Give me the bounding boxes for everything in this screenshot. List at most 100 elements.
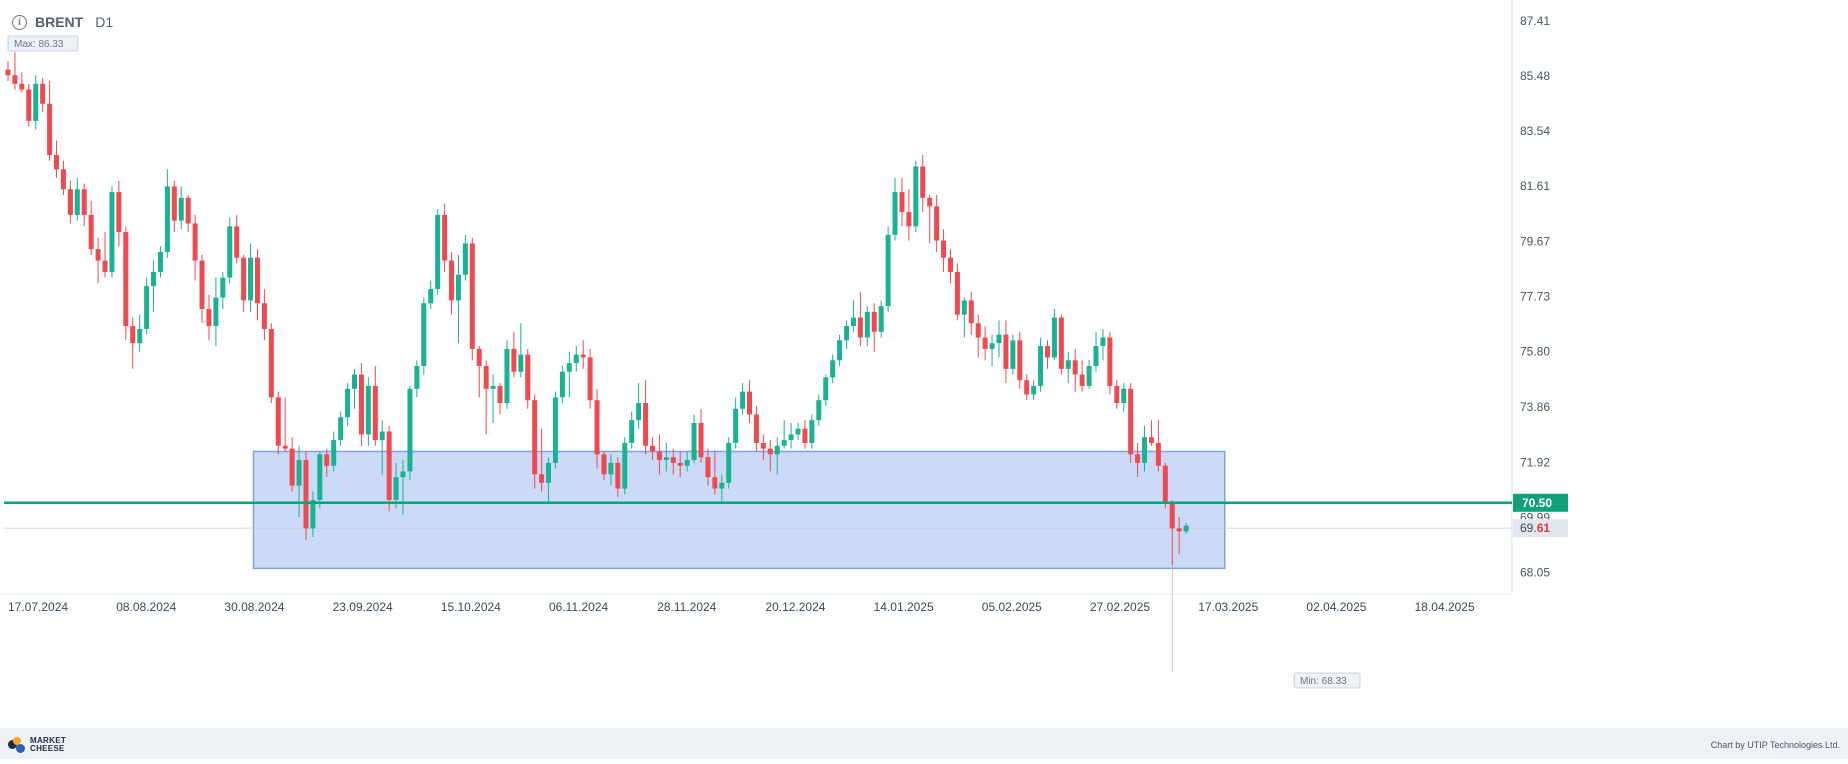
candle-body bbox=[296, 460, 302, 486]
candle-body bbox=[352, 374, 357, 389]
candle-body bbox=[455, 274, 461, 301]
candle-body bbox=[407, 388, 413, 472]
x-tick-label: 28.11.2024 bbox=[657, 600, 716, 614]
candle-body bbox=[261, 303, 267, 329]
y-tick-label: 83.54 bbox=[1520, 124, 1550, 138]
candle-body bbox=[1086, 365, 1092, 386]
level-label: 70.50 bbox=[1522, 496, 1552, 510]
brand-logo: MARKET CHEESE bbox=[8, 737, 66, 753]
candle-body bbox=[899, 192, 905, 213]
candle-body bbox=[178, 197, 184, 221]
current-price-label-bg bbox=[1513, 519, 1568, 538]
candle-body bbox=[982, 337, 988, 349]
candle-body bbox=[220, 277, 226, 298]
candle-body bbox=[171, 186, 177, 221]
candle-body bbox=[1183, 525, 1189, 532]
x-tick-label: 17.07.2024 bbox=[8, 600, 68, 614]
candle-body bbox=[629, 420, 635, 443]
candle-body bbox=[927, 197, 933, 207]
candle-body bbox=[372, 385, 378, 441]
candle-body bbox=[1155, 442, 1161, 466]
candle-body bbox=[483, 365, 489, 389]
candle-body bbox=[400, 471, 406, 478]
candle-body bbox=[88, 214, 94, 250]
candle-body bbox=[185, 197, 191, 224]
candle-body bbox=[539, 474, 545, 483]
candle-body bbox=[234, 226, 240, 258]
level-label-bg bbox=[1513, 493, 1568, 512]
candle-body bbox=[601, 454, 607, 475]
candle-body bbox=[338, 417, 344, 441]
candle-body bbox=[1031, 385, 1037, 395]
candle-body bbox=[254, 257, 260, 304]
candle-body bbox=[365, 385, 371, 435]
candle-body bbox=[275, 397, 281, 446]
candle-body bbox=[192, 223, 198, 261]
symbol-label: BRENT bbox=[35, 14, 84, 30]
candle-body bbox=[608, 462, 614, 475]
candle-body bbox=[670, 457, 676, 463]
candle-body bbox=[580, 354, 586, 358]
candle-body bbox=[1079, 374, 1085, 386]
candle-body bbox=[878, 306, 884, 332]
y-tick-label: 81.61 bbox=[1520, 179, 1550, 193]
footer-bar: MARKET CHEESE Chart by UTIP Technologies… bbox=[0, 728, 1848, 759]
candle-body bbox=[144, 286, 150, 329]
candle-body bbox=[733, 408, 739, 443]
candle-body bbox=[677, 462, 683, 466]
candle-body bbox=[844, 326, 850, 341]
candle-body bbox=[941, 240, 947, 258]
candle-body bbox=[130, 326, 136, 344]
candle-body bbox=[830, 360, 836, 378]
candle-body bbox=[469, 243, 475, 349]
candle-body bbox=[1121, 388, 1127, 404]
candle-body bbox=[622, 442, 628, 489]
candle-body bbox=[1148, 437, 1154, 443]
candle-body bbox=[1045, 346, 1050, 358]
candle-body bbox=[656, 451, 662, 461]
current-price-label: 69.61 bbox=[1520, 521, 1550, 535]
candle-body bbox=[1142, 437, 1148, 463]
candle-body bbox=[67, 189, 73, 215]
candle-body bbox=[157, 251, 163, 272]
y-tick-label: 79.67 bbox=[1520, 234, 1550, 248]
candle-body bbox=[795, 428, 801, 435]
candle-body bbox=[781, 440, 787, 446]
candle-body bbox=[331, 440, 337, 466]
candle-body bbox=[747, 391, 753, 415]
candle-body bbox=[379, 431, 385, 441]
min-badge: Min: 68.33 bbox=[1300, 676, 1347, 687]
candle-body bbox=[268, 328, 274, 398]
candle-body bbox=[95, 249, 101, 261]
x-tick-label: 23.09.2024 bbox=[333, 600, 393, 614]
candle-body bbox=[525, 354, 531, 401]
candle-body bbox=[552, 397, 558, 463]
info-icon[interactable]: i bbox=[12, 14, 27, 30]
candle-body bbox=[1128, 388, 1134, 455]
candle-body bbox=[837, 340, 843, 361]
candle-body bbox=[691, 422, 697, 461]
candle-body bbox=[414, 365, 420, 389]
candle-body bbox=[282, 445, 288, 449]
x-tick-label: 18.04.2025 bbox=[1415, 600, 1475, 614]
max-badge-bg bbox=[7, 35, 79, 52]
candle-body bbox=[137, 328, 143, 344]
candle-body bbox=[885, 234, 891, 307]
candle-body bbox=[345, 388, 351, 418]
candle-body bbox=[740, 391, 746, 409]
candle-body bbox=[1093, 346, 1099, 366]
candle-body bbox=[1176, 528, 1182, 532]
candle-body bbox=[975, 323, 981, 338]
candle-body bbox=[996, 334, 1002, 344]
y-tick-label: 71.92 bbox=[1520, 455, 1550, 469]
y-tick-label: 77.73 bbox=[1520, 290, 1550, 304]
candle-body bbox=[871, 311, 877, 332]
logo-line-1: MARKET bbox=[30, 736, 67, 745]
x-tick-label: 15.10.2024 bbox=[441, 600, 501, 614]
candle-body bbox=[81, 189, 87, 215]
candle-body bbox=[164, 186, 170, 252]
candle-body bbox=[684, 460, 690, 466]
y-tick-label: 75.80 bbox=[1520, 345, 1550, 359]
candle-body bbox=[989, 343, 995, 349]
